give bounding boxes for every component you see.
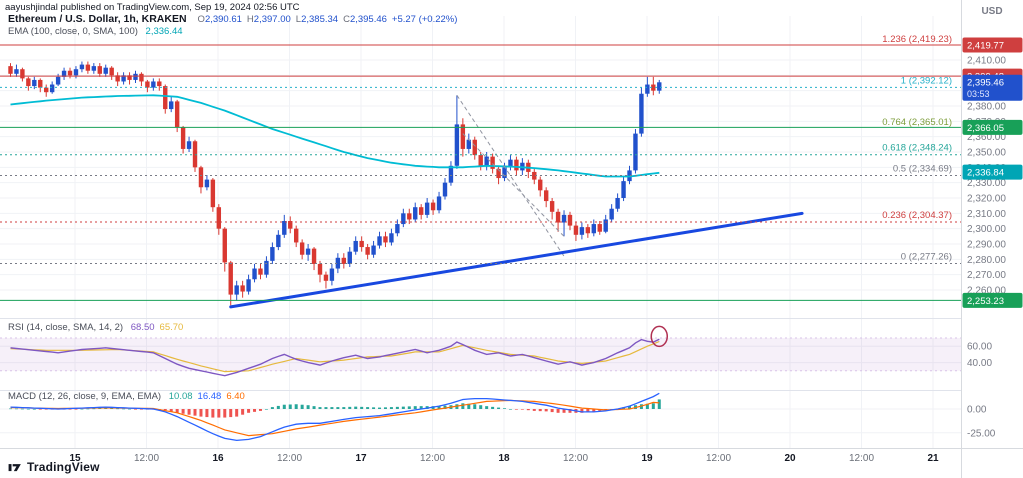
price-axis[interactable]: USD 2,260.00 2,270.00 2,280.00 2,290.00 2,300…	[961, 0, 1023, 478]
svg-text:-25.00: -25.00	[967, 428, 996, 439]
svg-text:2,336.84: 2,336.84	[967, 168, 1004, 179]
price-levels: 1.236 (2,419.23) 1 (2,392.12) 0.764 (2,365…	[0, 34, 961, 301]
svg-text:0.764 (2,365.01): 0.764 (2,365.01)	[882, 117, 952, 128]
attribution: aayushjindal published on TradingView.co…	[5, 2, 300, 13]
svg-text:2,419.77: 2,419.77	[967, 41, 1004, 52]
symbol-legend[interactable]: Ethereum / U.S. Dollar, 1h, KRAKEN O2,390…	[8, 13, 457, 25]
svg-text:20: 20	[784, 453, 796, 464]
svg-text:2,410.00: 2,410.00	[967, 56, 1006, 67]
svg-text:2,310.00: 2,310.00	[967, 209, 1006, 220]
ema-label: EMA (100, close, 0, SMA, 100)	[8, 26, 138, 37]
macd-pane	[9, 392, 661, 442]
svg-text:0.618 (2,348.24): 0.618 (2,348.24)	[882, 143, 952, 154]
svg-text:60.00: 60.00	[967, 342, 992, 353]
ema-value: 2,336.44	[145, 26, 183, 37]
ema-legend[interactable]: EMA (100, close, 0, SMA, 100) 2,336.44	[8, 26, 183, 37]
time-axis[interactable]: 15 12:00 16 12:00 17 12:00 18 12:00 19 12:00 20 12:…	[0, 448, 1023, 478]
svg-text:2,320.00: 2,320.00	[967, 193, 1006, 204]
svg-text:2,260.00: 2,260.00	[967, 285, 1006, 296]
macd-values: 10.08 16.48 6.40	[168, 391, 245, 402]
svg-text:12:00: 12:00	[563, 453, 588, 464]
svg-text:15: 15	[69, 453, 81, 464]
svg-text:21: 21	[927, 453, 939, 464]
rsi-values: 68.50 65.70	[130, 322, 184, 333]
svg-text:03:53: 03:53	[967, 89, 990, 99]
svg-text:12:00: 12:00	[134, 453, 159, 464]
svg-text:2,280.00: 2,280.00	[967, 255, 1006, 266]
svg-text:2,366.05: 2,366.05	[967, 123, 1004, 134]
symbol-title: Ethereum / U.S. Dollar, 1h, KRAKEN	[8, 13, 187, 25]
svg-text:0.00: 0.00	[967, 405, 987, 416]
svg-text:2,290.00: 2,290.00	[967, 239, 1006, 250]
svg-text:USD: USD	[981, 6, 1002, 17]
svg-text:2,395.46: 2,395.46	[967, 77, 1004, 88]
ohlc-values: O2,390.61 H2,397.00 L2,385.34 C2,395.46 +5.2…	[197, 14, 458, 25]
svg-text:0.5 (2,334.69): 0.5 (2,334.69)	[893, 163, 952, 174]
svg-text:12:00: 12:00	[277, 453, 302, 464]
svg-text:2,253.23: 2,253.23	[967, 296, 1004, 307]
svg-text:19: 19	[641, 453, 653, 464]
svg-text:0.236 (2,304.37): 0.236 (2,304.37)	[882, 210, 952, 221]
svg-text:40.00: 40.00	[967, 358, 992, 369]
tradingview-watermark[interactable]: TradingView	[8, 460, 100, 474]
pane-separators	[0, 318, 1023, 391]
rsi-lines	[10, 338, 660, 377]
wedge-lines	[456, 94, 565, 257]
rsi-label: RSI (14, close, SMA, 14, 2)	[8, 322, 124, 333]
rsi-legend[interactable]: RSI (14, close, SMA, 14, 2) 68.50 65.70	[8, 322, 183, 333]
svg-text:12:00: 12:00	[706, 453, 731, 464]
svg-text:12:00: 12:00	[420, 453, 445, 464]
grid-lines	[0, 16, 961, 448]
svg-text:2,380.00: 2,380.00	[967, 101, 1006, 112]
svg-text:2,300.00: 2,300.00	[967, 224, 1006, 235]
svg-text:18: 18	[498, 453, 510, 464]
macd-legend[interactable]: MACD (12, 26, close, 9, EMA, EMA) 10.08 1…	[8, 391, 245, 402]
tradingview-logo-icon	[8, 464, 21, 472]
svg-text:16: 16	[212, 453, 224, 464]
rsi-circle-annotation	[650, 325, 669, 348]
macd-label: MACD (12, 26, close, 9, EMA, EMA)	[8, 391, 162, 402]
svg-text:2,270.00: 2,270.00	[967, 270, 1006, 281]
svg-text:1.236 (2,419.23): 1.236 (2,419.23)	[882, 34, 952, 45]
svg-text:2,360.00: 2,360.00	[967, 132, 1006, 143]
svg-text:0 (2,277.26): 0 (2,277.26)	[901, 252, 952, 263]
ema-line	[10, 94, 660, 178]
svg-text:17: 17	[355, 453, 367, 464]
svg-text:2,350.00: 2,350.00	[967, 147, 1006, 158]
candles-layer	[8, 61, 662, 306]
rsi-band	[0, 337, 961, 372]
svg-text:1 (2,392.12): 1 (2,392.12)	[901, 75, 952, 86]
svg-text:2,330.00: 2,330.00	[967, 178, 1006, 189]
svg-text:12:00: 12:00	[849, 453, 874, 464]
trendline[interactable]	[229, 211, 804, 309]
tradingview-brand-text: TradingView	[27, 460, 100, 474]
